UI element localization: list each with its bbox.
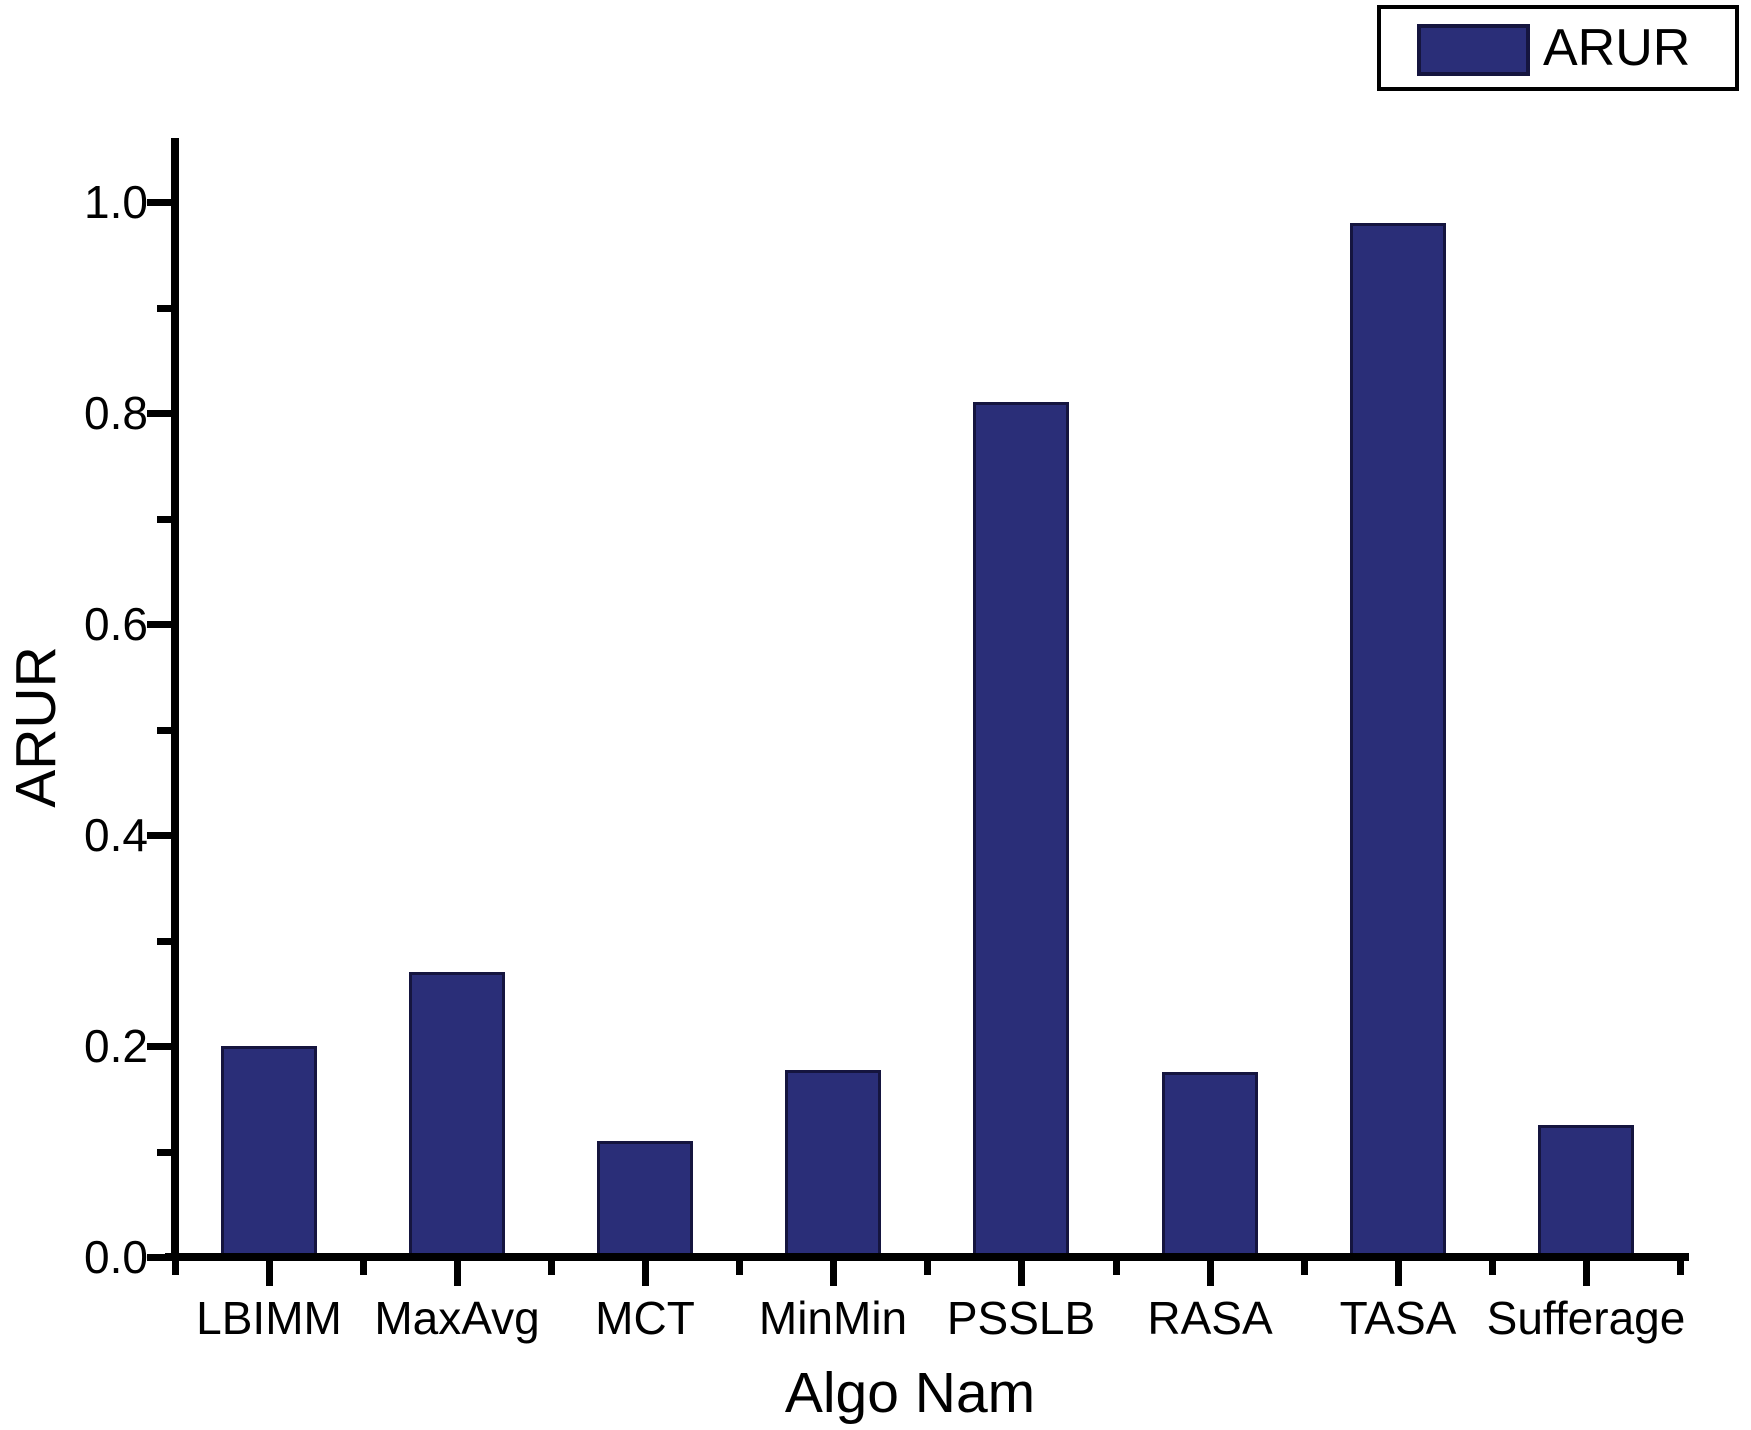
x-tick-label-mct: MCT [595,1292,695,1344]
x-minor-tick [1113,1261,1120,1275]
x-minor-tick [1677,1261,1684,1275]
y-major-tick [147,410,171,417]
x-minor-tick [172,1261,179,1275]
legend-swatch [1417,24,1530,76]
x-major-tick [266,1261,273,1286]
x-tick-label-tasa: TASA [1339,1292,1457,1344]
bar-psslb [973,402,1069,1257]
x-tick-label-psslb: PSSLB [946,1292,1096,1344]
bar-maxavg [409,972,505,1257]
y-axis [171,138,179,1261]
x-major-tick [1583,1261,1590,1286]
y-tick-label: 0.2 [84,1020,148,1072]
x-axis [165,1253,1689,1261]
x-major-tick [1395,1261,1402,1286]
y-major-tick [147,832,171,839]
y-axis-title: ARUR [4,646,68,808]
y-minor-tick [157,1148,171,1156]
y-minor-tick [157,515,171,523]
y-tick-label: 0.0 [84,1231,148,1283]
y-tick-label: 0.4 [84,809,148,861]
x-minor-tick [736,1261,743,1275]
plot-area [147,138,1689,1286]
x-major-tick [454,1261,461,1286]
x-tick-label-minmin: MinMin [758,1292,908,1344]
y-minor-tick [157,304,171,312]
y-tick-label: 0.6 [84,598,148,650]
x-tick-label-sufferage: Sufferage [1486,1292,1686,1344]
x-minor-tick [548,1261,555,1275]
bar-minmin [785,1070,881,1257]
x-major-tick [1207,1261,1214,1286]
bar-rasa [1162,1072,1258,1257]
bar-sufferage [1538,1125,1634,1257]
x-minor-tick [1301,1261,1308,1275]
y-tick-label: 1.0 [84,176,148,228]
x-minor-tick [924,1261,931,1275]
x-major-tick [830,1261,837,1286]
x-major-tick [642,1261,649,1286]
legend-label: ARUR [1543,19,1691,77]
x-major-tick [1018,1261,1025,1286]
y-minor-tick [157,937,171,945]
x-minor-tick [1489,1261,1496,1275]
y-tick-label: 0.8 [84,387,148,439]
bar-tasa [1350,223,1446,1257]
bar-mct [597,1141,693,1257]
bar-lbimm [221,1046,317,1257]
legend: ARUR [1377,5,1739,91]
y-major-tick [147,1043,171,1050]
y-minor-tick [157,726,171,734]
y-major-tick [147,1254,171,1261]
x-axis-title: Algo Nam [784,1361,1036,1425]
x-minor-tick [360,1261,367,1275]
x-tick-label-lbimm: LBIMM [196,1292,342,1344]
y-major-tick [147,199,171,206]
x-tick-label-rasa: RASA [1147,1292,1273,1344]
y-major-tick [147,621,171,628]
x-tick-label-maxavg: MaxAvg [374,1292,540,1344]
